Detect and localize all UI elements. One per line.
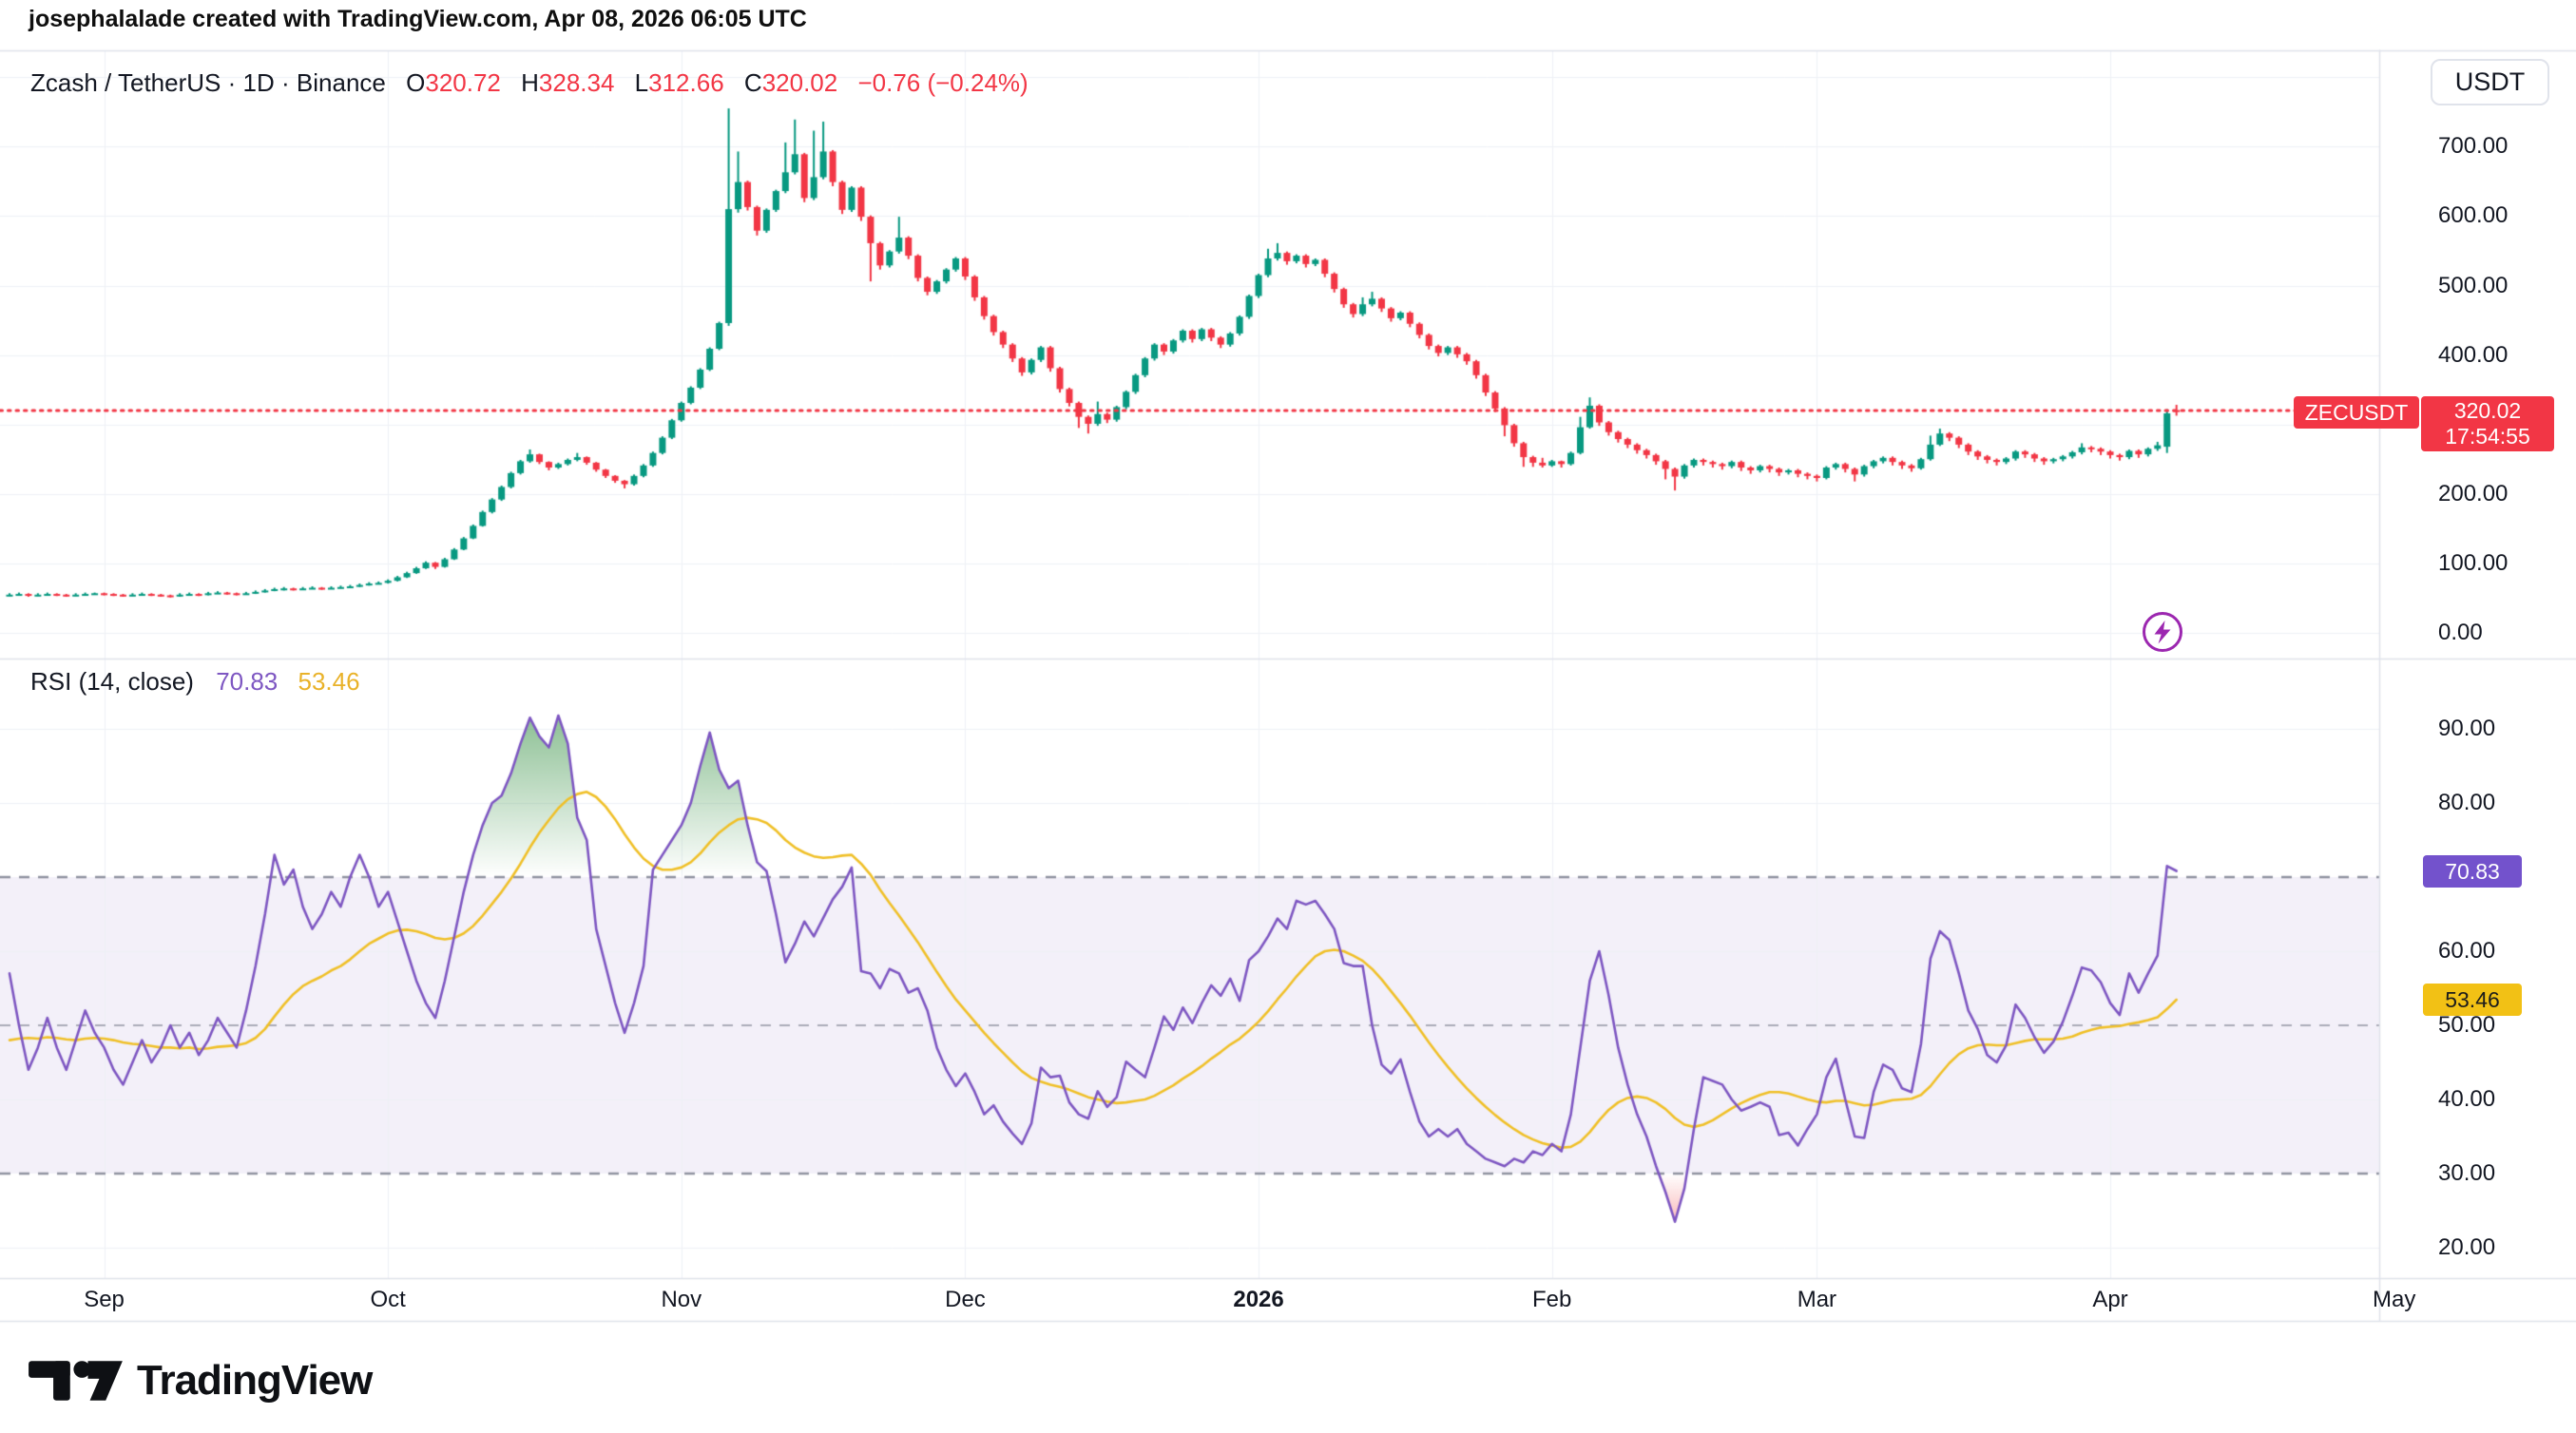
change-value: −0.76 (−0.24%) (857, 68, 1028, 97)
price-axis-tick: 400.00 (2438, 341, 2509, 368)
rsi-axis-tick: 90.00 (2438, 716, 2496, 741)
price-axis-tick: 100.00 (2438, 549, 2509, 576)
symbol-price-label-badge: ZECUSDT (2294, 396, 2419, 429)
rsi-axis-tick: 40.00 (2438, 1086, 2496, 1112)
price-axis-tick: 500.00 (2438, 272, 2509, 298)
price-axis-tick: 700.00 (2438, 133, 2509, 160)
last-price-badge: 320.02 17:54:55 (2421, 396, 2554, 451)
rsi-value: 70.83 (216, 667, 279, 696)
rsi-legend: RSI (14, close) 70.83 53.46 (30, 667, 360, 697)
interval-label: 1D (242, 68, 275, 97)
time-axis-label: Oct (370, 1287, 406, 1312)
lightning-icon[interactable] (2141, 610, 2184, 654)
rsi-axis-tick: 30.00 (2438, 1160, 2496, 1186)
bar-countdown: 17:54:55 (2445, 424, 2530, 449)
time-axis-label: Dec (945, 1287, 986, 1312)
last-price-value: 320.02 (2453, 398, 2522, 423)
rsi-axis-tick: 80.00 (2438, 790, 2496, 815)
exchange-label: Binance (296, 68, 386, 97)
time-axis-label: Sep (84, 1287, 125, 1312)
rsi-axis-tick: 50.00 (2438, 1012, 2496, 1038)
low-letter: L (634, 68, 649, 97)
symbol-title: Zcash / TetherUS (30, 68, 221, 97)
time-axis-label: May (2372, 1287, 2416, 1312)
time-axis-label: Mar (1797, 1287, 1837, 1312)
price-axis-tick: 600.00 (2438, 202, 2509, 229)
attribution-text: josephalalade created with TradingView.c… (29, 6, 807, 32)
high-letter: H (521, 68, 539, 97)
time-axis-label: 2026 (1233, 1287, 1284, 1312)
open-value: 320.72 (425, 68, 501, 97)
rsi-axis-tick: 20.00 (2438, 1234, 2496, 1260)
close-letter: C (743, 68, 762, 97)
low-value: 312.66 (648, 68, 724, 97)
open-letter: O (406, 68, 426, 97)
close-value: 320.02 (761, 68, 838, 97)
currency-toggle-button[interactable]: USDT (2431, 59, 2549, 105)
rsi-ma-value-badge: 53.46 (2423, 984, 2522, 1016)
price-axis-tick: 0.00 (2438, 620, 2483, 645)
time-axis-label: Feb (1531, 1287, 1572, 1312)
high-value: 328.34 (538, 68, 615, 97)
rsi-ma-value: 53.46 (298, 667, 360, 696)
rsi-axis-tick: 60.00 (2438, 938, 2496, 964)
rsi-legend-title: RSI (14, close) (30, 667, 194, 696)
time-axis-label: Nov (661, 1287, 702, 1312)
price-axis-tick: 200.00 (2438, 480, 2509, 506)
symbol-legend: Zcash / TetherUS · 1D · Binance O320.72 … (30, 68, 1028, 97)
tradingview-logo[interactable]: TradingView (27, 1357, 373, 1404)
time-axis-label: Apr (2092, 1287, 2128, 1312)
rsi-value-badge: 70.83 (2423, 855, 2522, 888)
logo-text: TradingView (137, 1357, 373, 1404)
